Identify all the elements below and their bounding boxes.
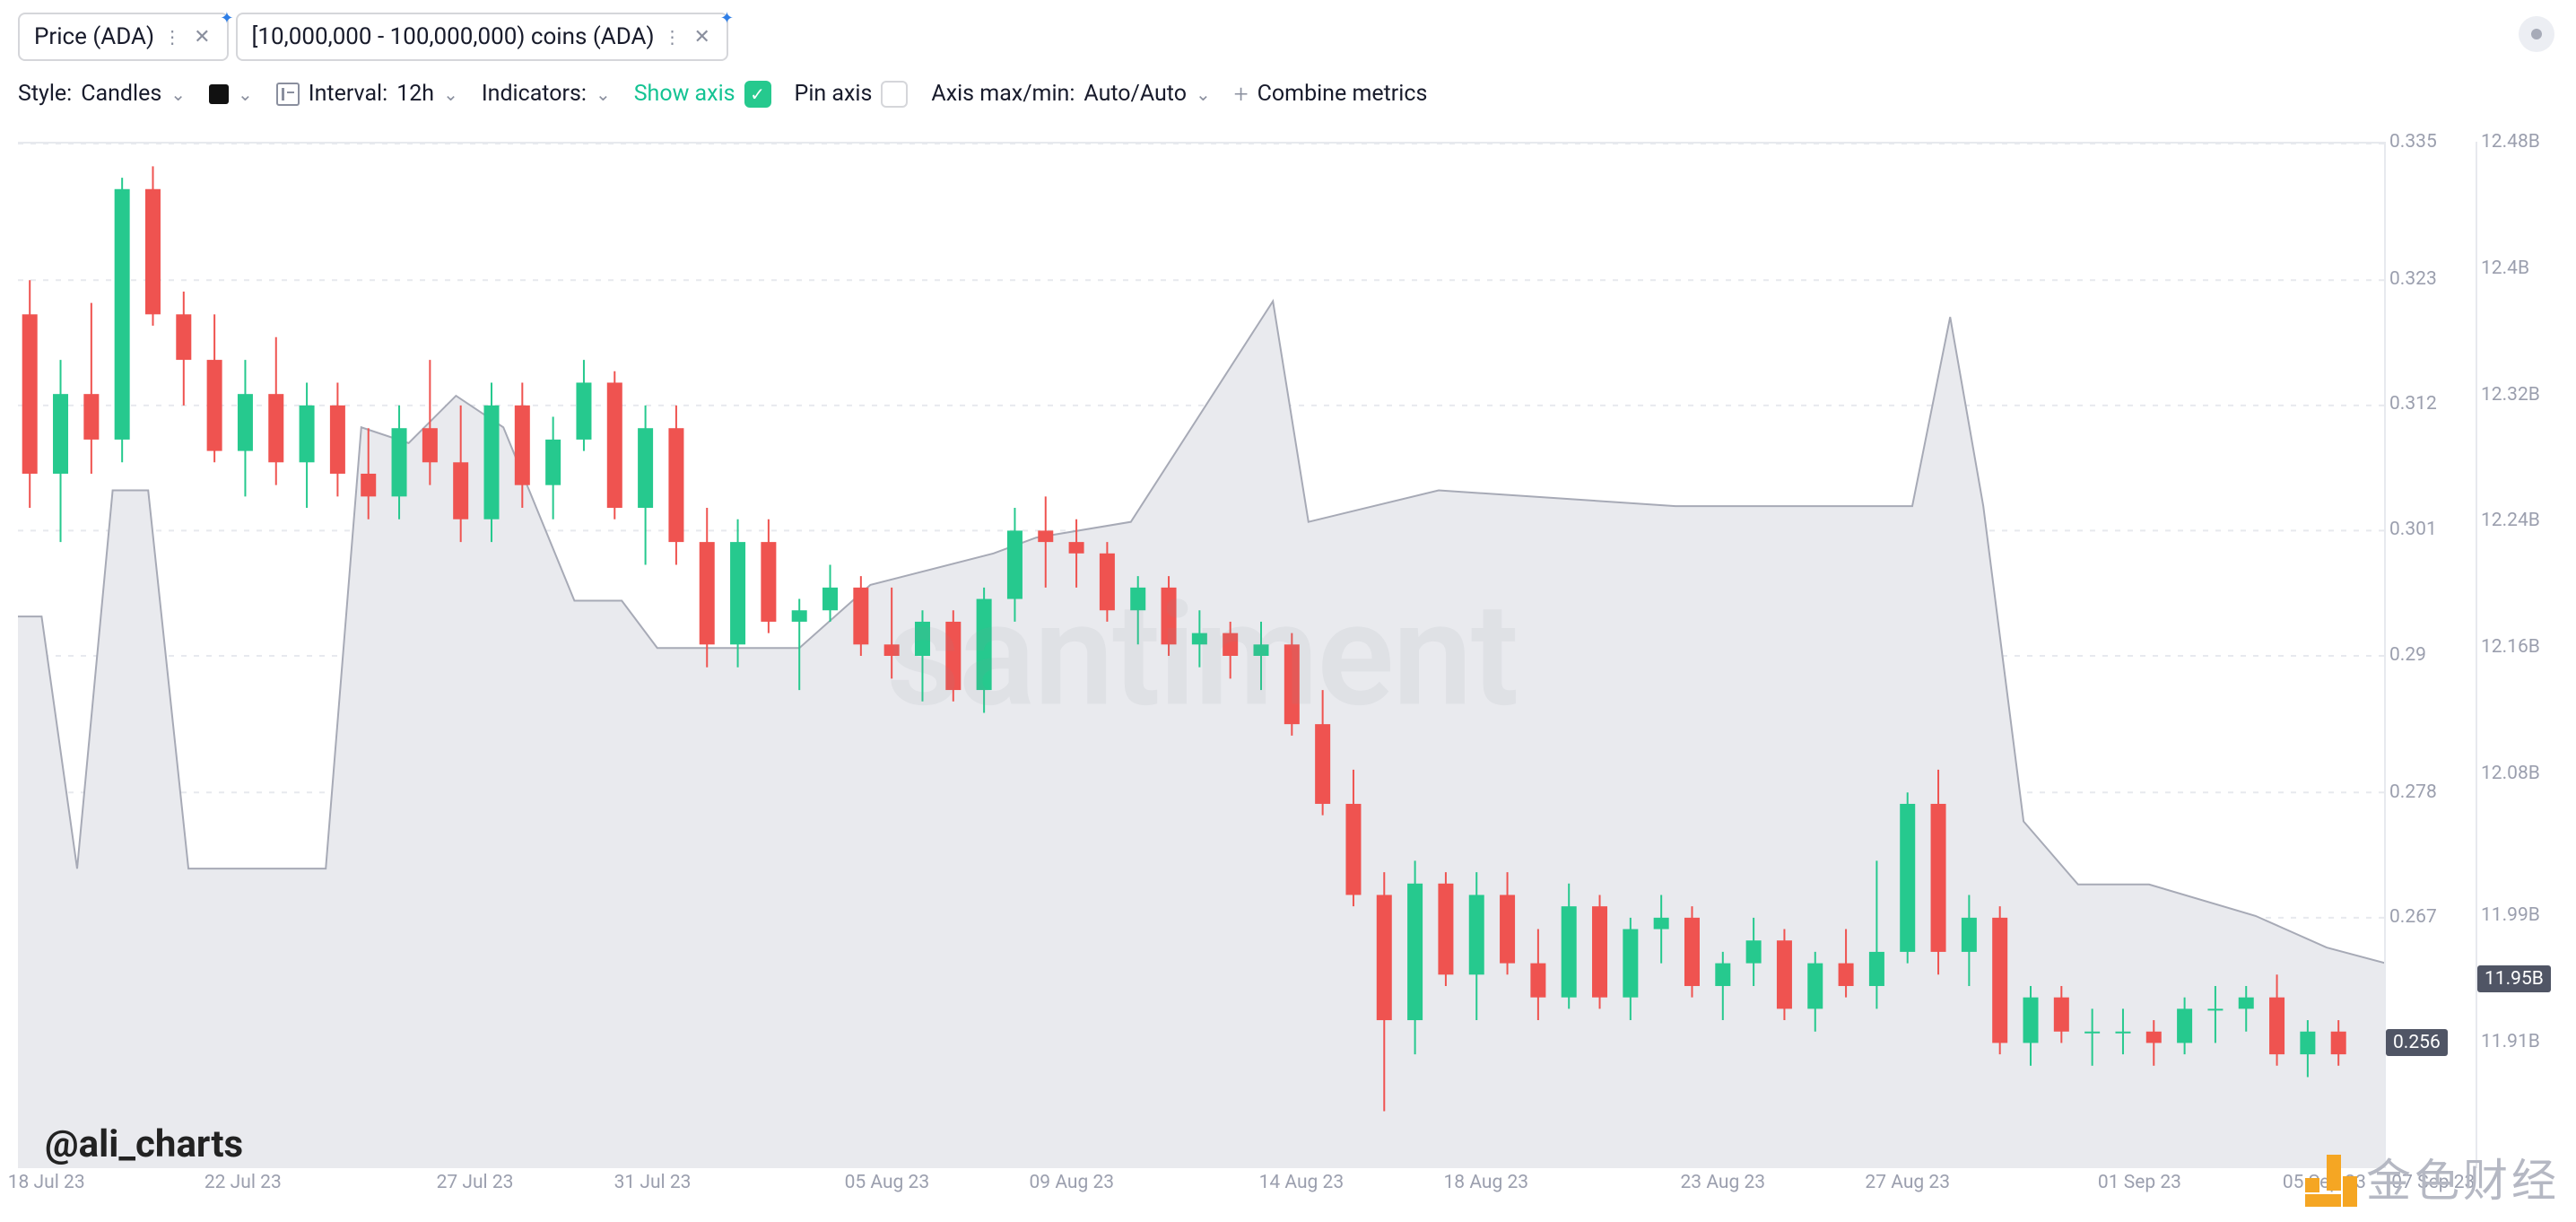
- price-tick: 0.301: [2389, 519, 2437, 540]
- metric-tag-close-icon[interactable]: ✕: [192, 26, 212, 48]
- date-tick: 22 Jul 23: [205, 1172, 282, 1193]
- chevron-down-icon: ⌄: [170, 83, 186, 105]
- metric-tags-row: Price (ADA) ⋮ ✕ ✦ [10,000,000 - 100,000,…: [0, 0, 2576, 66]
- supply-tick: 11.91B: [2481, 1031, 2540, 1052]
- sparkle-icon: ✦: [220, 9, 233, 28]
- combine-label: Combine metrics: [1258, 81, 1428, 107]
- supply-tick: 12.16B: [2481, 636, 2540, 658]
- metric-tag-menu-icon[interactable]: ⋮: [163, 26, 183, 48]
- brand-text: 金色财经: [2366, 1145, 2560, 1209]
- chart-toolbar: Style: Candles ⌄ ⌄ Interval: 12h ⌄ Indic…: [0, 66, 2576, 127]
- date-axis: 18 Jul 2322 Jul 2327 Jul 2331 Jul 2305 A…: [18, 1172, 2386, 1200]
- pin-axis-label: Pin axis: [795, 81, 873, 107]
- metric-tag-label: Price (ADA): [34, 23, 154, 50]
- indicators-label: Indicators:: [482, 81, 587, 107]
- supply-tick: 12.08B: [2481, 763, 2540, 784]
- date-tick: 27 Jul 23: [437, 1172, 514, 1193]
- candle-color-swatch: [209, 84, 229, 104]
- supply-tick: 12.32B: [2481, 384, 2540, 406]
- supply-axis: 12.48B12.4B12.32B12.24B12.16B12.08B11.99…: [2481, 142, 2571, 1168]
- indicators-selector[interactable]: Indicators: ⌄: [482, 81, 611, 107]
- metric-tag-label: [10,000,000 - 100,000,000) coins (ADA): [252, 23, 655, 50]
- axis-divider: [2476, 142, 2477, 1168]
- metric-tag-menu-icon[interactable]: ⋮: [664, 26, 683, 48]
- date-tick: 14 Aug 23: [1259, 1172, 1345, 1193]
- metric-tag-supply[interactable]: [10,000,000 - 100,000,000) coins (ADA) ⋮…: [236, 13, 728, 61]
- price-chart[interactable]: santiment @ali_charts: [18, 142, 2386, 1168]
- axis-range-label: Axis max/min:: [931, 81, 1075, 107]
- supply-tick: 11.99B: [2481, 904, 2540, 926]
- style-value: Candles: [81, 81, 161, 107]
- date-tick: 18 Aug 23: [1444, 1172, 1529, 1193]
- style-label: Style:: [18, 81, 72, 107]
- source-brand: 金色财经: [2300, 1145, 2560, 1209]
- interval-icon: [276, 83, 300, 106]
- supply-tick: 12.48B: [2481, 131, 2540, 153]
- chart-container: santiment @ali_charts 0.3350.3230.3120.3…: [18, 142, 2576, 1222]
- plus-icon: +: [1234, 79, 1249, 109]
- show-axis-toggle[interactable]: Show axis ✓: [634, 81, 771, 108]
- supply-current-badge: 11.95B: [2477, 965, 2551, 992]
- interval-value: 12h: [396, 81, 434, 107]
- supply-tick: 12.4B: [2481, 257, 2529, 279]
- chart-canvas: [18, 144, 2386, 1168]
- metric-tag-close-icon[interactable]: ✕: [692, 26, 712, 48]
- author-handle: @ali_charts: [45, 1122, 243, 1166]
- combine-metrics-button[interactable]: + Combine metrics: [1234, 79, 1428, 109]
- price-tick: 0.323: [2389, 268, 2437, 290]
- date-tick: 31 Jul 23: [614, 1172, 692, 1193]
- sparkle-icon: ✦: [720, 9, 734, 28]
- price-tick: 0.278: [2389, 781, 2437, 803]
- price-tick: 0.29: [2389, 644, 2426, 666]
- style-selector[interactable]: Style: Candles ⌄: [18, 81, 186, 107]
- date-tick: 01 Sep 23: [2098, 1172, 2181, 1193]
- price-tick: 0.335: [2389, 131, 2437, 153]
- metric-tag-price[interactable]: Price (ADA) ⋮ ✕ ✦: [18, 13, 229, 61]
- interval-label: Interval:: [309, 81, 387, 107]
- brand-logo-icon: [2300, 1146, 2363, 1209]
- show-axis-label: Show axis: [634, 81, 735, 107]
- interval-selector[interactable]: Interval: 12h ⌄: [276, 81, 458, 107]
- date-tick: 27 Aug 23: [1865, 1172, 1950, 1193]
- chevron-down-icon: ⌄: [1196, 83, 1211, 105]
- chevron-down-icon: ⌄: [238, 83, 253, 105]
- axis-range-selector[interactable]: Axis max/min: Auto/Auto ⌄: [931, 81, 1210, 107]
- checkbox-checked-icon: ✓: [744, 81, 771, 108]
- pin-axis-toggle[interactable]: Pin axis: [795, 81, 909, 108]
- date-tick: 23 Aug 23: [1681, 1172, 1766, 1193]
- supply-tick: 12.24B: [2481, 510, 2540, 531]
- axis-range-value: Auto/Auto: [1083, 81, 1187, 107]
- price-tick: 0.312: [2389, 393, 2437, 415]
- color-picker[interactable]: ⌄: [209, 83, 253, 105]
- date-tick: 18 Jul 23: [8, 1172, 85, 1193]
- connection-status-icon[interactable]: [2519, 16, 2554, 52]
- price-tick: 0.267: [2389, 906, 2437, 928]
- chevron-down-icon: ⌄: [443, 83, 458, 105]
- checkbox-unchecked-icon: [881, 81, 908, 108]
- date-tick: 09 Aug 23: [1030, 1172, 1115, 1193]
- date-tick: 05 Aug 23: [845, 1172, 930, 1193]
- price-current-badge: 0.256: [2386, 1029, 2448, 1056]
- price-axis: 0.3350.3230.3120.3010.290.2780.2670.2560…: [2386, 142, 2476, 1168]
- chevron-down-icon: ⌄: [596, 83, 611, 105]
